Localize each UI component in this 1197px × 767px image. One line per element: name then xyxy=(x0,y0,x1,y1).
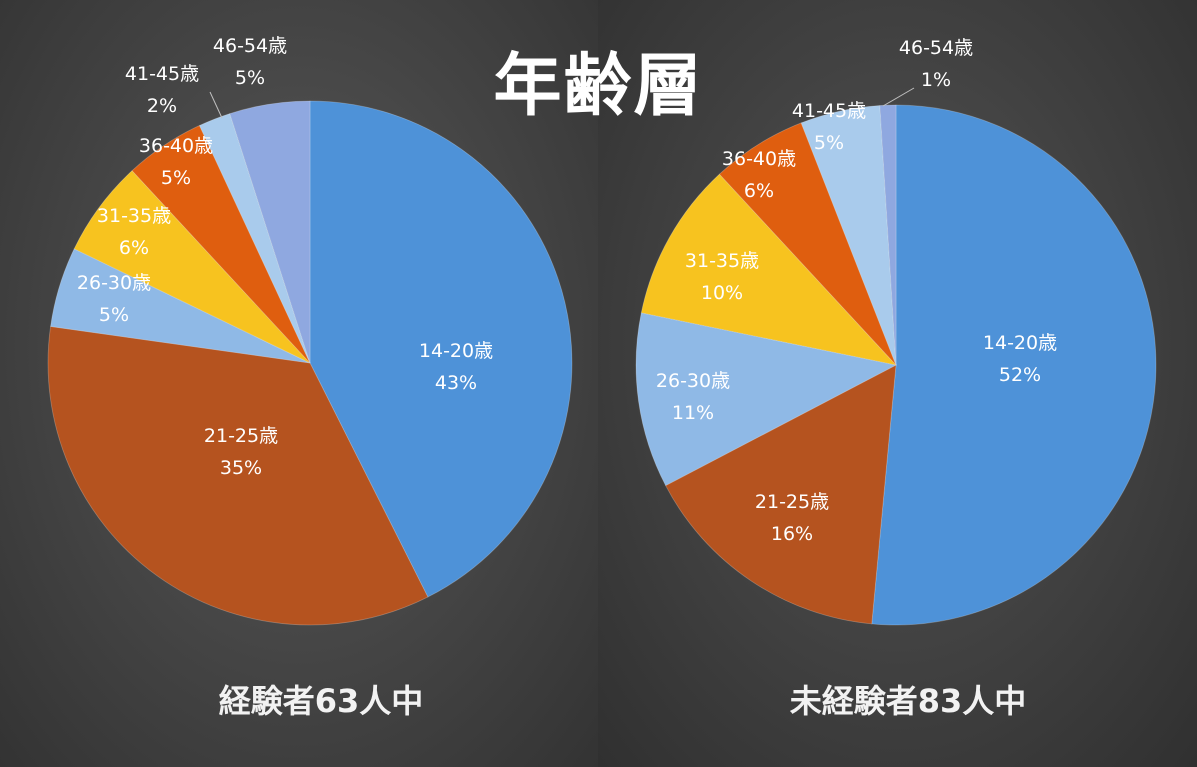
slice-percent-label: 5% xyxy=(814,132,844,154)
slice-percent-label: 6% xyxy=(119,237,149,259)
slice-category-label: 41-45歳 xyxy=(125,63,199,85)
slice-category-label: 26-30歳 xyxy=(656,370,730,392)
slice-category-label: 36-40歳 xyxy=(139,135,213,157)
slice-percent-label: 52% xyxy=(999,364,1041,386)
slice-percent-label: 10% xyxy=(701,282,743,304)
pie-slice-31to35 xyxy=(73,170,311,364)
pie-slice-14to20 xyxy=(871,104,1157,626)
pie-chart-inexperienced: 14-20歳 52% 21-25歳 16% 26-30歳 11% 31-35歳 10% 36-4… xyxy=(635,37,1157,626)
slice-category-label: 46-54歳 xyxy=(213,35,287,57)
slice-percent-label: 6% xyxy=(744,180,774,202)
leader-line-46to54 xyxy=(882,87,915,107)
pie-slice-26to30 xyxy=(635,312,898,487)
slice-percent-label: 43% xyxy=(435,372,477,394)
pie-slice-31to35 xyxy=(640,173,898,366)
chart-caption-inexperienced: 未経験者83人中 xyxy=(789,682,1027,720)
slice-category-label: 46-54歳 xyxy=(899,37,973,59)
slice-percent-label: 5% xyxy=(161,167,191,189)
pie-slice-46to54 xyxy=(229,100,311,364)
pie-slice-41to45 xyxy=(800,105,897,366)
slice-category-label: 14-20歳 xyxy=(983,332,1057,354)
slice-category-label: 31-35歳 xyxy=(97,205,171,227)
page-title: 年齢層 xyxy=(493,47,704,126)
slice-percent-label: 1% xyxy=(921,69,951,91)
pie-slice-46to54 xyxy=(879,104,897,366)
pie-slice-36to40 xyxy=(131,124,311,364)
slice-category-label: 21-25歳 xyxy=(755,491,829,513)
slice-percent-label: 2% xyxy=(147,95,177,117)
pie-slice-36to40 xyxy=(718,122,897,366)
slice-percent-label: 5% xyxy=(99,304,129,326)
slice-percent-label: 5% xyxy=(235,67,265,89)
slice-category-label: 41-45歳 xyxy=(792,100,866,122)
slice-category-label: 14-20歳 xyxy=(419,340,493,362)
pie-chart-experienced: 14-20歳 43% 21-25歳 35% 26-30歳 5% 31-35歳 6% 36-40歳… xyxy=(47,35,573,626)
slice-category-label: 31-35歳 xyxy=(685,250,759,272)
slice-category-label: 21-25歳 xyxy=(204,425,278,447)
pie-slice-21to25 xyxy=(47,325,429,626)
pie-slice-41to45 xyxy=(198,113,311,364)
slice-category-label: 36-40歳 xyxy=(722,148,796,170)
slice-percent-label: 35% xyxy=(220,457,262,479)
pie-slice-21to25 xyxy=(665,364,897,625)
slice-category-label: 26-30歳 xyxy=(77,272,151,294)
slice-percent-label: 11% xyxy=(672,402,714,424)
chart-caption-experienced: 経験者63人中 xyxy=(218,682,424,720)
pie-slice-14to20 xyxy=(309,100,573,598)
pie-slice-26to30 xyxy=(50,248,311,364)
leader-line-41to45 xyxy=(209,91,223,119)
slice-percent-label: 16% xyxy=(771,523,813,545)
